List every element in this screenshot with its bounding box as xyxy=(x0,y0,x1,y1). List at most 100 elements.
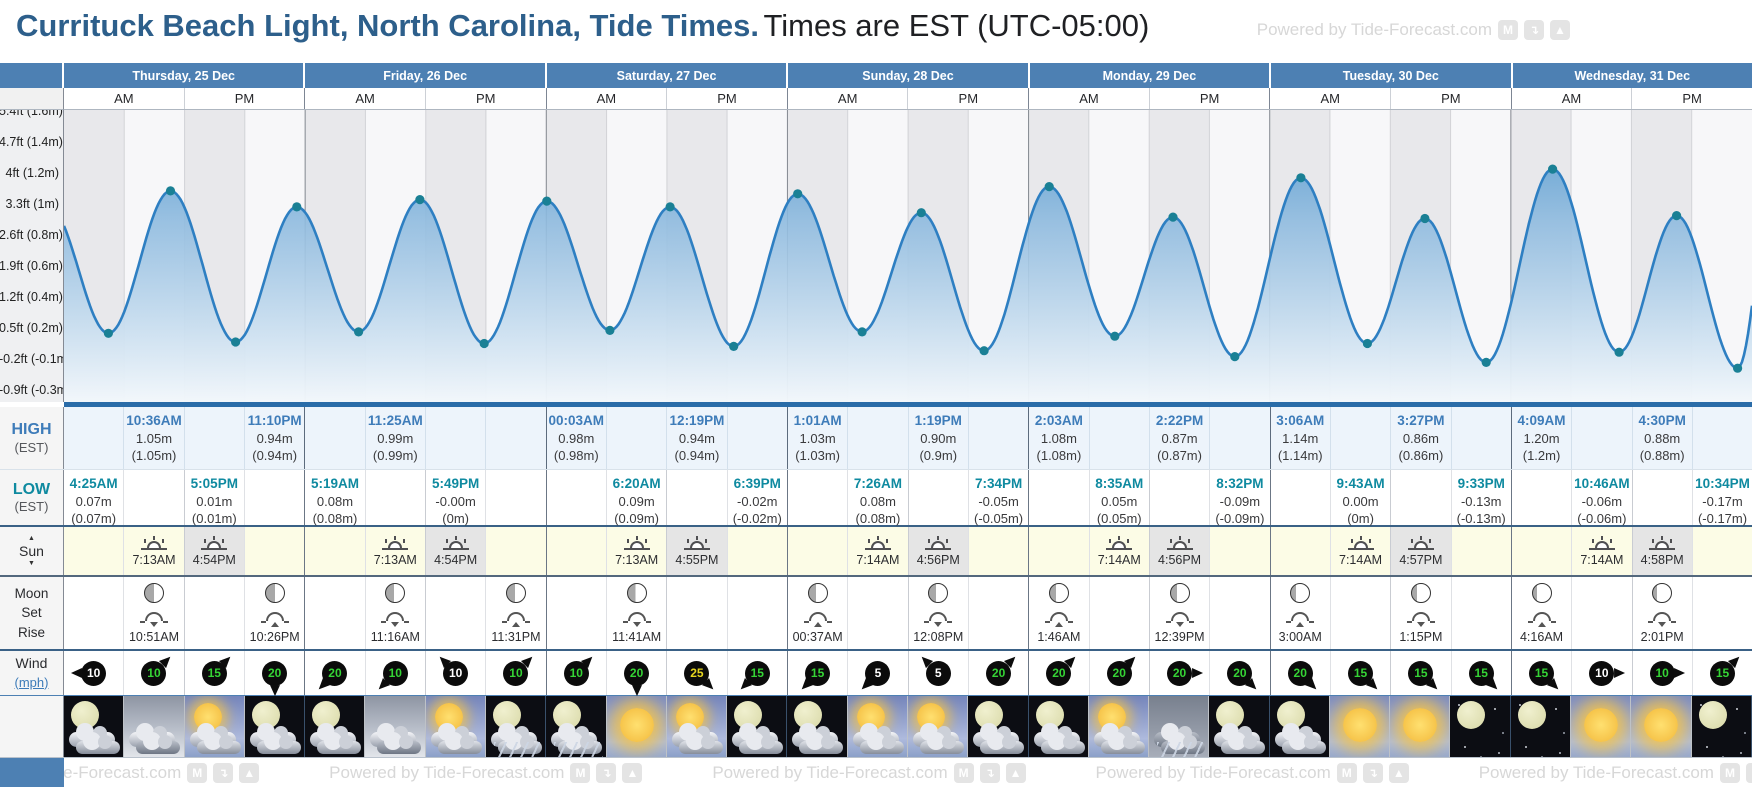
low-tide-time: 5:05PM xyxy=(190,476,238,491)
wind-badge: 20 xyxy=(1106,653,1140,686)
ampm-cell: PM xyxy=(426,88,547,109)
weather-icon-sunny xyxy=(606,696,666,757)
high-tide-cell: 10:36AM 1.05m (1.05m) xyxy=(124,407,185,469)
low-tide-time: 10:34PM xyxy=(1695,476,1750,491)
high-tide-entry: 3:06AM 1.14m (1.14m) xyxy=(1271,407,1330,469)
page-title-timezone: Times are EST (UTC-05:00) xyxy=(763,8,1150,43)
low-tide-height-alt: (-0.09m) xyxy=(1215,510,1265,526)
wind-badge: 10 xyxy=(1649,660,1686,686)
wind-cell: 15 xyxy=(1693,651,1752,695)
wind-entry: 15 xyxy=(1693,651,1752,695)
wind-entry: 5 xyxy=(848,651,907,695)
horizon-shape xyxy=(442,547,469,550)
sunrise-entry: 7:13AM xyxy=(124,527,183,575)
moon-cell: 1:15PM xyxy=(1391,577,1452,649)
wind-cell: 20 xyxy=(245,651,306,697)
horizon-shape xyxy=(1407,547,1434,550)
tide-extreme-dot-high xyxy=(1420,213,1430,224)
high-tide-height: 1.20m xyxy=(1523,430,1560,446)
horizon-shape xyxy=(1166,547,1193,550)
wind-speed-value: 10 xyxy=(448,666,463,680)
moon-entry: 11:41AM xyxy=(607,577,666,649)
weather-cell xyxy=(485,696,547,757)
tide-extreme-dot-low xyxy=(1481,357,1491,367)
wind-speed-value: 20 xyxy=(267,666,282,680)
wind-cell: 10 xyxy=(426,651,487,695)
tide-extreme-dot-high xyxy=(793,189,803,199)
sun-cell: 4:54PM xyxy=(425,527,487,575)
moonset-icon xyxy=(1648,612,1677,623)
moonset-time: 10:51AM xyxy=(128,630,179,644)
sun-cell: 7:14AM xyxy=(1330,527,1392,575)
high-tide-cell xyxy=(968,407,1030,469)
high-tide-cell xyxy=(1451,407,1512,469)
horizon-shape xyxy=(1588,547,1615,550)
wind-badge: 20 xyxy=(1046,653,1079,686)
horizon-shape xyxy=(140,547,167,550)
low-tide-height-alt: (-0.17m) xyxy=(1697,510,1748,526)
wind-cell: 20 xyxy=(1210,651,1271,695)
moonset-icon xyxy=(139,612,168,623)
moon-event-caret-icon xyxy=(511,622,520,627)
low-tide-height-alt: (0m) xyxy=(1347,510,1374,526)
sun-cell xyxy=(64,527,125,575)
wind-entry: 20 xyxy=(305,651,364,695)
wind-entry: 15 xyxy=(185,651,244,695)
moon-event-caret-icon xyxy=(391,622,400,627)
high-tide-height: 1.14m xyxy=(1282,430,1319,446)
weather-cell xyxy=(727,696,788,757)
wind-badge: 20 xyxy=(624,660,650,697)
tide-extreme-dot-low xyxy=(354,327,364,337)
sun-half-shape xyxy=(388,540,403,548)
mph-unit-link[interactable]: (mph) xyxy=(14,674,49,690)
sunset-icon xyxy=(201,535,228,550)
watermark-badge-icon: ↴ xyxy=(213,762,234,783)
wind-direction-arrow-icon xyxy=(1063,653,1079,669)
sunset-icon xyxy=(1649,535,1676,550)
cloud-shape xyxy=(1100,732,1145,754)
high-label-tz: (EST) xyxy=(14,439,49,455)
low-tide-height-alt: (0.05m) xyxy=(1096,510,1142,526)
sun-half-shape xyxy=(1594,540,1609,548)
wind-cell: 10 xyxy=(366,651,426,695)
tide-extreme-dot-high xyxy=(542,196,552,206)
cloud-shape xyxy=(76,732,120,754)
sun-cell xyxy=(305,527,366,575)
ampm-cell: AM xyxy=(1512,88,1633,109)
tide-extreme-dot-high xyxy=(415,195,425,205)
low-tide-time: 10:46AM xyxy=(1574,476,1630,491)
low-tide-cell: 9:33PM -0.13m (-0.13m) xyxy=(1451,470,1512,526)
y-axis-label: 1.9ft (0.6m) xyxy=(0,259,63,273)
sun-rays-shape xyxy=(152,535,155,540)
moon-entry: 12:39PM xyxy=(1150,577,1209,649)
horizon-shape xyxy=(1649,547,1676,550)
moonrise-time: 1:46AM xyxy=(1037,630,1081,644)
wind-cell: 10 xyxy=(486,651,547,695)
sun-half-shape xyxy=(689,540,704,548)
high-tide-height-alt: (1.03m) xyxy=(795,447,840,463)
watermark-badge-icon: M xyxy=(1719,762,1740,783)
wind-badge: 25 xyxy=(684,660,717,693)
wind-entry: 15 xyxy=(788,651,847,695)
moon-cell xyxy=(728,577,788,649)
horizon-shape xyxy=(201,547,228,550)
high-tide-entry: 4:09AM 1.20m (1.2m) xyxy=(1512,407,1571,469)
high-tide-row: HIGH (EST) 10:36AM 1.05m (1.05m) 11:10PM 0.9… xyxy=(0,407,1752,470)
wind-badge: 15 xyxy=(1529,660,1562,693)
weather-cell xyxy=(1329,696,1391,757)
moonrise-icon xyxy=(501,612,530,623)
weather-icon-night-cloudy xyxy=(727,696,787,757)
wind-entry: 15 xyxy=(1391,651,1450,695)
high-tide-time: 12:19PM xyxy=(669,413,725,428)
sunrise-entry: 7:14AM xyxy=(848,527,907,575)
moonrise-icon xyxy=(260,612,289,623)
wind-badge: 15 xyxy=(797,660,831,693)
high-tide-height-alt: (0.9m) xyxy=(919,447,958,463)
low-label: LOW xyxy=(12,480,51,498)
weather-icon-clear-night xyxy=(1450,696,1510,757)
weather-cell xyxy=(244,696,306,757)
wind-cell: 15 xyxy=(1331,651,1392,695)
sun-rays-shape xyxy=(213,535,216,540)
